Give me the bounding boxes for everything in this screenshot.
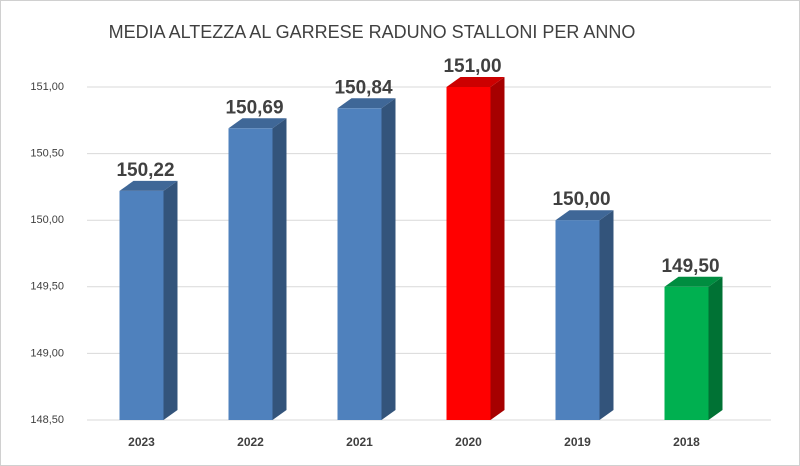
x-tick-label: 2019 [564, 435, 591, 449]
x-tick-label: 2022 [237, 435, 264, 449]
value-label: 150,00 [552, 189, 610, 210]
bar-front [337, 108, 382, 420]
bar-side [163, 180, 178, 420]
value-label: 149,50 [661, 256, 719, 277]
chart-title: MEDIA ALTEZZA AL GARRESE RADUNO STALLONI… [109, 22, 636, 42]
bar-front [119, 190, 164, 420]
bar-side [708, 276, 723, 420]
y-tick-label: 148,50 [30, 414, 64, 426]
bar [446, 77, 505, 420]
x-tick-label: 2023 [128, 435, 155, 449]
bar-front [228, 128, 273, 421]
value-label: 150,22 [116, 160, 174, 181]
bar [555, 210, 614, 420]
bar-top [664, 276, 723, 287]
bar-side [490, 77, 505, 420]
y-tick-label: 150,00 [30, 214, 64, 226]
bar-front [555, 220, 600, 420]
bar [337, 98, 396, 420]
x-tick-label: 2018 [673, 435, 700, 449]
value-label: 150,84 [334, 77, 393, 98]
bar-side [272, 118, 287, 421]
x-tick-label: 2020 [455, 435, 482, 449]
bar [119, 180, 178, 420]
bar-side [381, 98, 396, 420]
bar [228, 118, 287, 421]
value-label: 151,00 [443, 56, 501, 77]
y-tick-label: 150,50 [30, 148, 64, 160]
bar-top [228, 118, 287, 129]
bar [664, 276, 723, 420]
bar-front [446, 87, 491, 420]
bar-side [599, 210, 614, 420]
y-tick-label: 151,00 [30, 81, 64, 93]
bar-top [446, 77, 505, 87]
bar-top [337, 98, 396, 109]
y-tick-label: 149,00 [30, 347, 64, 359]
bar-top [555, 210, 614, 221]
value-label: 150,69 [225, 97, 283, 118]
x-tick-label: 2021 [346, 435, 373, 449]
y-tick-label: 149,50 [30, 281, 64, 293]
bar-top [119, 180, 178, 191]
bar-front [664, 286, 709, 420]
